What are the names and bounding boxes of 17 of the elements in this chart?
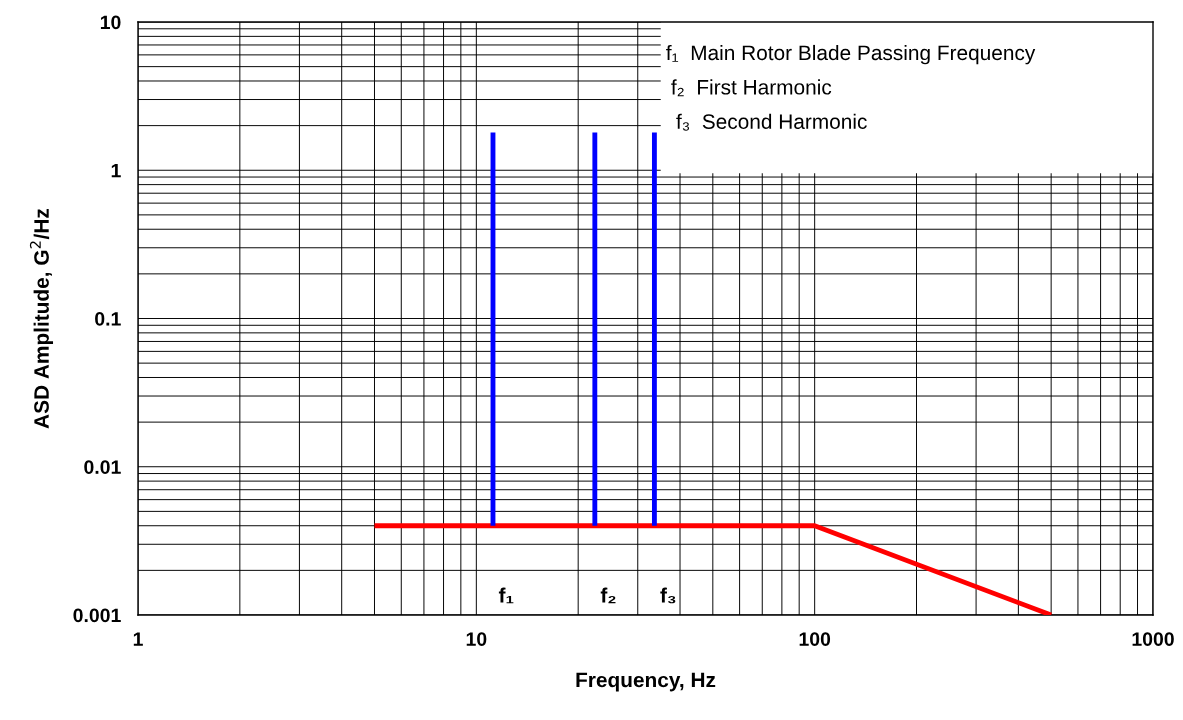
x-axis-title: Frequency, Hz bbox=[576, 672, 716, 692]
x-tick-label: 100 bbox=[799, 632, 831, 646]
annotation: f₁ bbox=[498, 587, 514, 604]
annotation: f₂ bbox=[600, 587, 616, 604]
annotation: f₃ bbox=[660, 587, 676, 604]
y-axis-title: ASD Amplitude, G$^{2}$/Hz bbox=[29, 208, 54, 429]
x-tick-label: 10 bbox=[466, 632, 487, 646]
annotation: f₃ Second Harmonic bbox=[676, 113, 867, 131]
y-tick-label: 0.1 bbox=[95, 311, 121, 326]
x-tick-label: 1 bbox=[133, 632, 143, 646]
y-tick-label: 1 bbox=[111, 163, 121, 178]
y-tick-label: 0.01 bbox=[84, 460, 121, 474]
x-tick-label: 1000 bbox=[1132, 632, 1174, 646]
annotation: f₁ Main Rotor Blade Passing Frequency bbox=[666, 44, 1036, 65]
y-tick-label: 0.001 bbox=[73, 608, 121, 623]
annotation: f₂ First Harmonic bbox=[671, 79, 832, 97]
y-tick-label: 10 bbox=[100, 15, 121, 30]
